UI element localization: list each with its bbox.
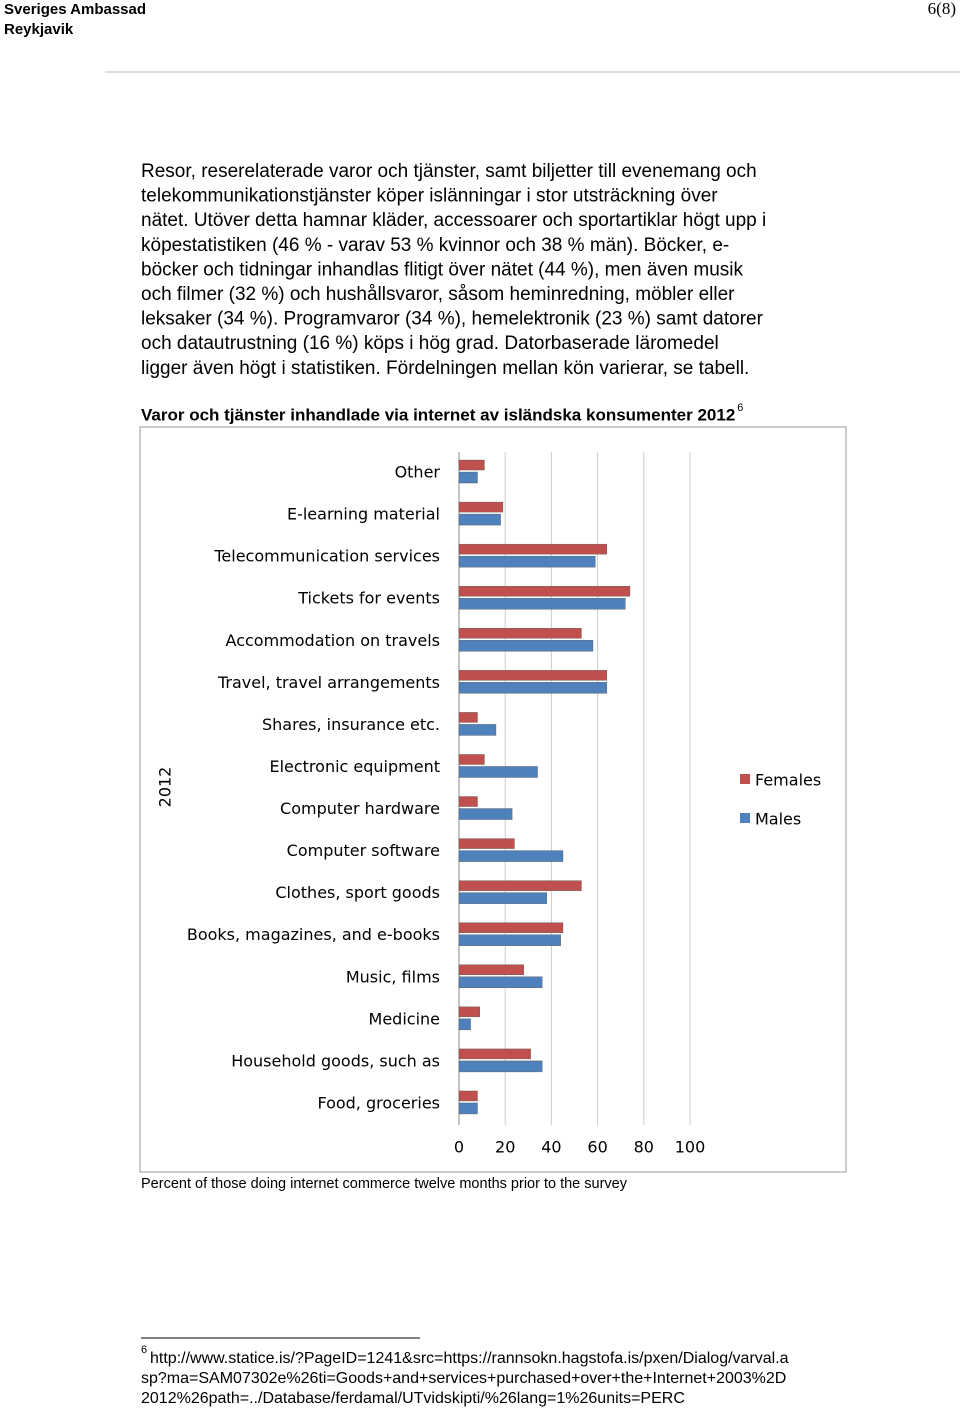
bar xyxy=(458,513,501,526)
bar xyxy=(458,754,485,765)
y-tick-label: Computer software xyxy=(287,841,440,860)
paragraph-line: och datautrustning (16 %) köps i hög gra… xyxy=(141,333,719,354)
bar xyxy=(458,501,504,513)
y-tick-label: Clothes, sport goods xyxy=(275,883,440,902)
paragraph-line: Resor, reserelaterade varor och tjänster… xyxy=(141,161,757,182)
paragraph-line: telekommunikationstjänster köper islänni… xyxy=(141,186,718,207)
bar xyxy=(458,934,561,946)
paragraph-line: ligger även högt i statistiken. Fördelni… xyxy=(141,358,749,379)
y-tick-label: Books, magazines, and e-books xyxy=(187,925,440,944)
bar xyxy=(458,724,497,736)
bar xyxy=(458,808,513,820)
legend-label: Males xyxy=(755,810,801,829)
legend-swatch xyxy=(740,813,750,823)
bar xyxy=(458,1102,478,1115)
bar xyxy=(458,796,478,807)
bar xyxy=(458,586,631,597)
y-tick-label: Computer hardware xyxy=(280,799,440,818)
paragraph-line: böcker och tidningar inhandlas flitigt ö… xyxy=(141,259,743,280)
bar xyxy=(458,1006,480,1018)
paragraph-line: nätet. Utöver detta hamnar kläder, acces… xyxy=(141,210,766,231)
y-axis-label: 2012 xyxy=(156,767,175,808)
x-tick-label: 80 xyxy=(634,1138,654,1157)
y-tick-label: Household goods, such as xyxy=(231,1051,440,1070)
y-tick-label: Tickets for events xyxy=(297,589,440,608)
y-tick-label: Other xyxy=(395,463,441,482)
bar xyxy=(458,976,543,988)
y-tick-label: E-learning material xyxy=(287,505,440,524)
x-tick-label: 20 xyxy=(495,1138,515,1157)
bar xyxy=(458,1048,531,1060)
y-tick-label: Shares, insurance etc. xyxy=(262,715,440,734)
x-tick-label: 60 xyxy=(587,1138,607,1157)
bar xyxy=(458,964,524,975)
bar xyxy=(458,598,626,610)
legend-swatch xyxy=(740,774,750,784)
chart-title: Varor och tjänster inhandlade via intern… xyxy=(141,405,735,424)
paragraph-line: leksaker (34 %). Programvaror (34 %), he… xyxy=(141,309,764,330)
x-tick-label: 40 xyxy=(541,1138,561,1157)
bar xyxy=(458,628,582,639)
paragraph-line: köpestatistiken (46 % - varav 53 % kvinn… xyxy=(141,235,729,256)
bar xyxy=(458,922,564,933)
bar xyxy=(458,1018,471,1031)
legend-label: Females xyxy=(755,771,821,790)
bar xyxy=(458,880,582,891)
x-axis-label: Percent of those doing internet commerce… xyxy=(141,1176,628,1192)
x-tick-label: 100 xyxy=(675,1138,706,1157)
y-tick-label: Medicine xyxy=(369,1009,440,1028)
y-tick-label: Accommodation on travels xyxy=(226,631,440,650)
bar xyxy=(458,1090,478,1102)
city: Reykjavik xyxy=(4,21,74,38)
paragraph-line: och filmer (32 %) och hushållsvaror, sås… xyxy=(141,284,735,305)
y-tick-label: Electronic equipment xyxy=(269,757,440,776)
org: Sveriges Ambassad xyxy=(4,1,146,18)
bar xyxy=(458,850,564,862)
footnote-line: sp?ma=SAM07302e%26ti=Goods+and+services+… xyxy=(141,1370,786,1387)
y-tick-label: Travel, travel arrangements xyxy=(217,673,440,692)
y-tick-label: Food, groceries xyxy=(317,1093,440,1112)
y-tick-label: Telecommunication services xyxy=(213,547,440,566)
bar xyxy=(458,471,478,484)
bar xyxy=(458,712,478,723)
footnote-number: 6 xyxy=(141,1344,147,1356)
y-tick-label: Music, films xyxy=(346,967,440,986)
x-tick-label: 0 xyxy=(454,1138,464,1157)
bar xyxy=(458,682,608,694)
title-note: 6 xyxy=(737,402,743,414)
bar xyxy=(458,766,538,778)
page-number: 6(8) xyxy=(928,0,956,18)
bar xyxy=(458,838,515,849)
bar xyxy=(458,459,485,471)
bar xyxy=(458,892,547,904)
bar xyxy=(458,640,594,652)
footnote-line: http://www.statice.is/?PageID=1241&src=h… xyxy=(150,1350,789,1367)
footnote-line: 2012%26path=../Database/ferdamal/UTvidsk… xyxy=(141,1390,685,1407)
bar xyxy=(458,543,608,555)
bar xyxy=(458,1060,543,1073)
bar xyxy=(458,555,596,568)
bar xyxy=(458,670,608,681)
